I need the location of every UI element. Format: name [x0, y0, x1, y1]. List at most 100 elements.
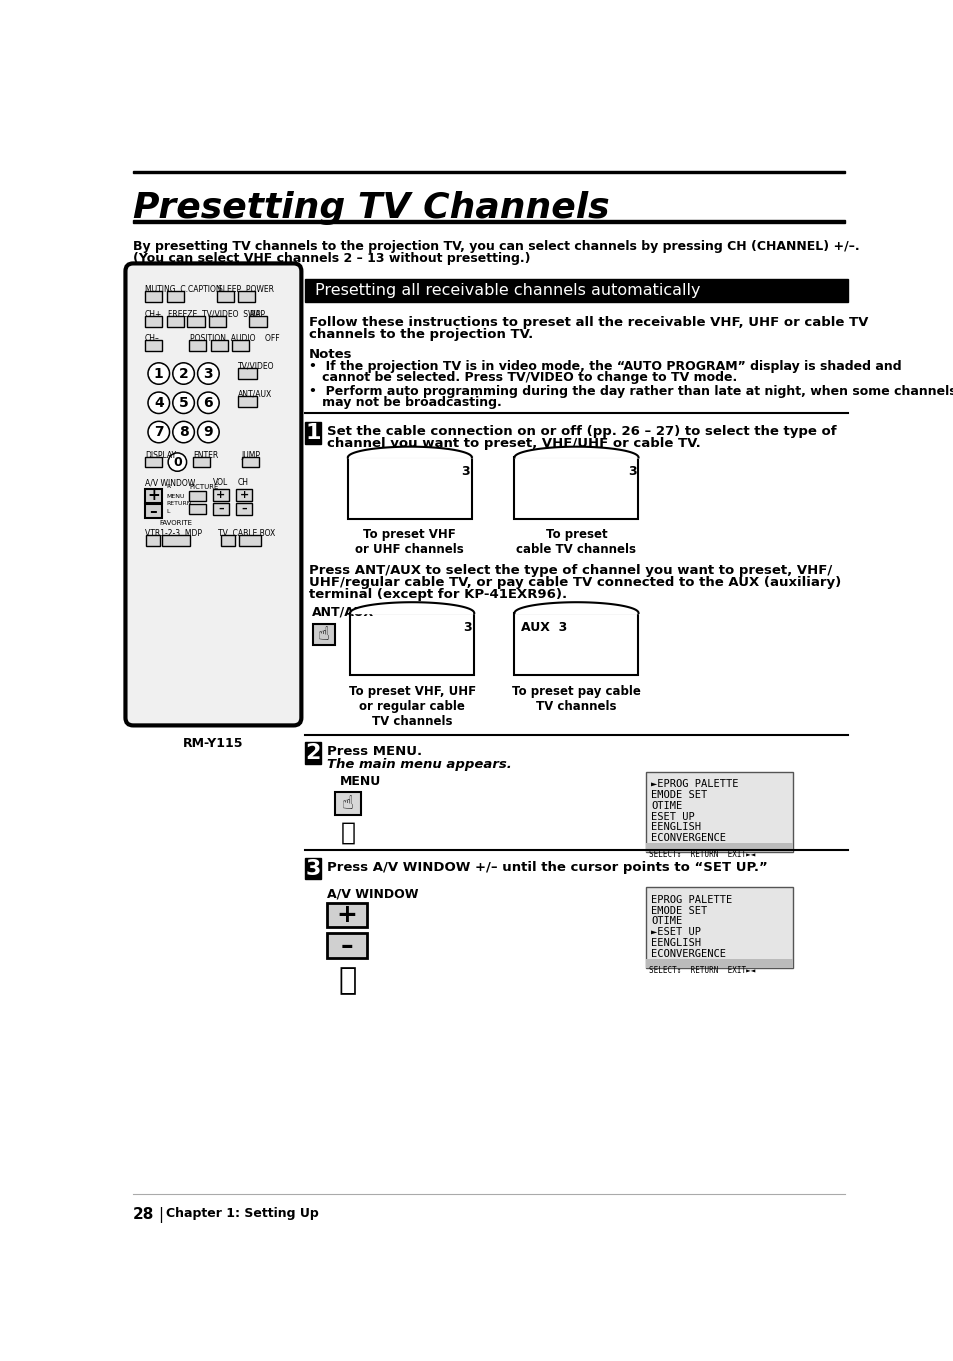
- Bar: [236, 489, 252, 501]
- Text: SLEEP  POWER: SLEEP POWER: [218, 284, 274, 294]
- Text: MENU: MENU: [167, 494, 185, 498]
- Text: To preset pay cable
TV channels: To preset pay cable TV channels: [512, 686, 640, 713]
- Text: 1: 1: [305, 423, 320, 442]
- Circle shape: [197, 363, 219, 384]
- Text: –: –: [340, 934, 353, 958]
- Text: •  If the projection TV is in video mode, the “AUTO PROGRAM” display is shaded a: • If the projection TV is in video mode,…: [309, 361, 901, 373]
- Bar: [239, 535, 261, 546]
- Text: SELECT↕  RETURN  EXIT►◄: SELECT↕ RETURN EXIT►◄: [649, 966, 755, 974]
- Text: EPROG PALETTE: EPROG PALETTE: [650, 894, 731, 905]
- Text: L: L: [167, 509, 170, 514]
- Circle shape: [172, 422, 194, 442]
- Text: PIP: PIP: [249, 309, 261, 318]
- Text: 1: 1: [153, 366, 164, 381]
- Text: 28: 28: [133, 1207, 154, 1222]
- Text: EENGLISH: EENGLISH: [650, 822, 700, 833]
- Text: By presetting TV channels to the projection TV, you can select channels by press: By presetting TV channels to the project…: [133, 241, 859, 253]
- Bar: [241, 457, 258, 467]
- Bar: [167, 316, 183, 327]
- Text: 3: 3: [461, 465, 470, 478]
- Bar: [133, 219, 843, 223]
- Circle shape: [197, 422, 219, 442]
- Text: +: +: [216, 490, 225, 501]
- Text: 2: 2: [178, 366, 189, 381]
- Bar: [213, 504, 229, 516]
- Text: PICTURE: PICTURE: [189, 485, 218, 490]
- Text: AUX  3: AUX 3: [520, 621, 566, 634]
- Text: ECONVERGENCE: ECONVERGENCE: [650, 833, 725, 844]
- Bar: [305, 279, 847, 302]
- Bar: [145, 340, 162, 351]
- Text: DISPLAY: DISPLAY: [145, 450, 175, 460]
- Bar: [249, 316, 266, 327]
- Bar: [237, 396, 257, 407]
- Bar: [236, 504, 252, 516]
- Text: RETURN: RETURN: [167, 501, 192, 506]
- Bar: [335, 792, 360, 815]
- Bar: [145, 291, 162, 302]
- Circle shape: [148, 363, 170, 384]
- Text: UHF/regular cable TV, or pay cable TV connected to the AUX (auxiliary): UHF/regular cable TV, or pay cable TV co…: [309, 576, 841, 589]
- Text: +: +: [336, 902, 357, 927]
- Text: SELECT↕  RETURN  EXIT►◄: SELECT↕ RETURN EXIT►◄: [649, 851, 755, 859]
- Bar: [146, 535, 160, 546]
- Circle shape: [150, 423, 168, 441]
- Text: ANT/AUX: ANT/AUX: [311, 606, 374, 618]
- Text: |: |: [158, 1207, 163, 1222]
- Text: 5: 5: [178, 396, 189, 410]
- Bar: [327, 902, 367, 927]
- Bar: [145, 457, 162, 467]
- Text: CH–: CH–: [145, 335, 159, 343]
- Text: TV/VIDEO: TV/VIDEO: [237, 362, 274, 372]
- Bar: [348, 457, 472, 519]
- Text: –: –: [217, 504, 223, 514]
- Text: 7: 7: [153, 425, 163, 440]
- Circle shape: [150, 393, 168, 412]
- Text: +: +: [147, 489, 159, 504]
- Bar: [305, 857, 320, 879]
- Text: 9: 9: [203, 425, 213, 440]
- Text: 3: 3: [463, 621, 472, 634]
- Text: The main menu appears.: The main menu appears.: [327, 758, 511, 770]
- Text: 3: 3: [203, 366, 213, 381]
- Text: FREEZE  TV/VIDEO  SWAP: FREEZE TV/VIDEO SWAP: [168, 309, 265, 318]
- Text: ESET UP: ESET UP: [650, 811, 694, 822]
- Text: JUMP: JUMP: [241, 450, 260, 460]
- FancyBboxPatch shape: [125, 264, 301, 725]
- Text: ☝: ☝: [341, 793, 354, 813]
- Bar: [350, 612, 474, 675]
- Text: VOL: VOL: [213, 478, 228, 487]
- Bar: [237, 367, 257, 378]
- Text: 0: 0: [172, 456, 182, 468]
- Circle shape: [150, 365, 168, 382]
- Text: cannot be selected. Press TV/VIDEO to change to TV mode.: cannot be selected. Press TV/VIDEO to ch…: [309, 372, 737, 384]
- Bar: [514, 612, 638, 675]
- Bar: [133, 170, 843, 173]
- Circle shape: [174, 365, 193, 382]
- Bar: [305, 422, 320, 444]
- Circle shape: [199, 393, 217, 412]
- Text: ☝: ☝: [317, 625, 330, 644]
- Text: OTIME: OTIME: [650, 916, 681, 927]
- Text: A/V WINDOW: A/V WINDOW: [145, 478, 194, 487]
- Text: CH: CH: [237, 478, 249, 487]
- Bar: [189, 340, 206, 351]
- Text: OTIME: OTIME: [650, 800, 681, 811]
- Text: •  Perform auto programming during the day rather than late at night, when some : • Perform auto programming during the da…: [309, 385, 953, 397]
- Text: Press ANT/AUX to select the type of channel you want to preset, VHF/: Press ANT/AUX to select the type of chan…: [309, 563, 832, 577]
- Circle shape: [172, 392, 194, 414]
- Bar: [313, 623, 335, 645]
- Text: MENU: MENU: [340, 774, 381, 788]
- Text: MUTING  C.CAPTION: MUTING C.CAPTION: [145, 284, 221, 294]
- Bar: [645, 887, 793, 968]
- Text: 4: 4: [153, 396, 164, 410]
- Bar: [187, 316, 204, 327]
- Text: ✋: ✋: [340, 821, 355, 845]
- Text: To preset
cable TV channels: To preset cable TV channels: [516, 528, 636, 557]
- Text: FAVORITE: FAVORITE: [159, 520, 193, 525]
- Text: channel you want to preset, VHF/UHF or cable TV.: channel you want to preset, VHF/UHF or c…: [327, 437, 700, 450]
- Text: channels to the projection TV.: channels to the projection TV.: [309, 328, 533, 342]
- Text: Press MENU.: Press MENU.: [327, 746, 421, 758]
- Text: Chapter 1: Setting Up: Chapter 1: Setting Up: [166, 1207, 318, 1219]
- Text: 3: 3: [627, 465, 636, 478]
